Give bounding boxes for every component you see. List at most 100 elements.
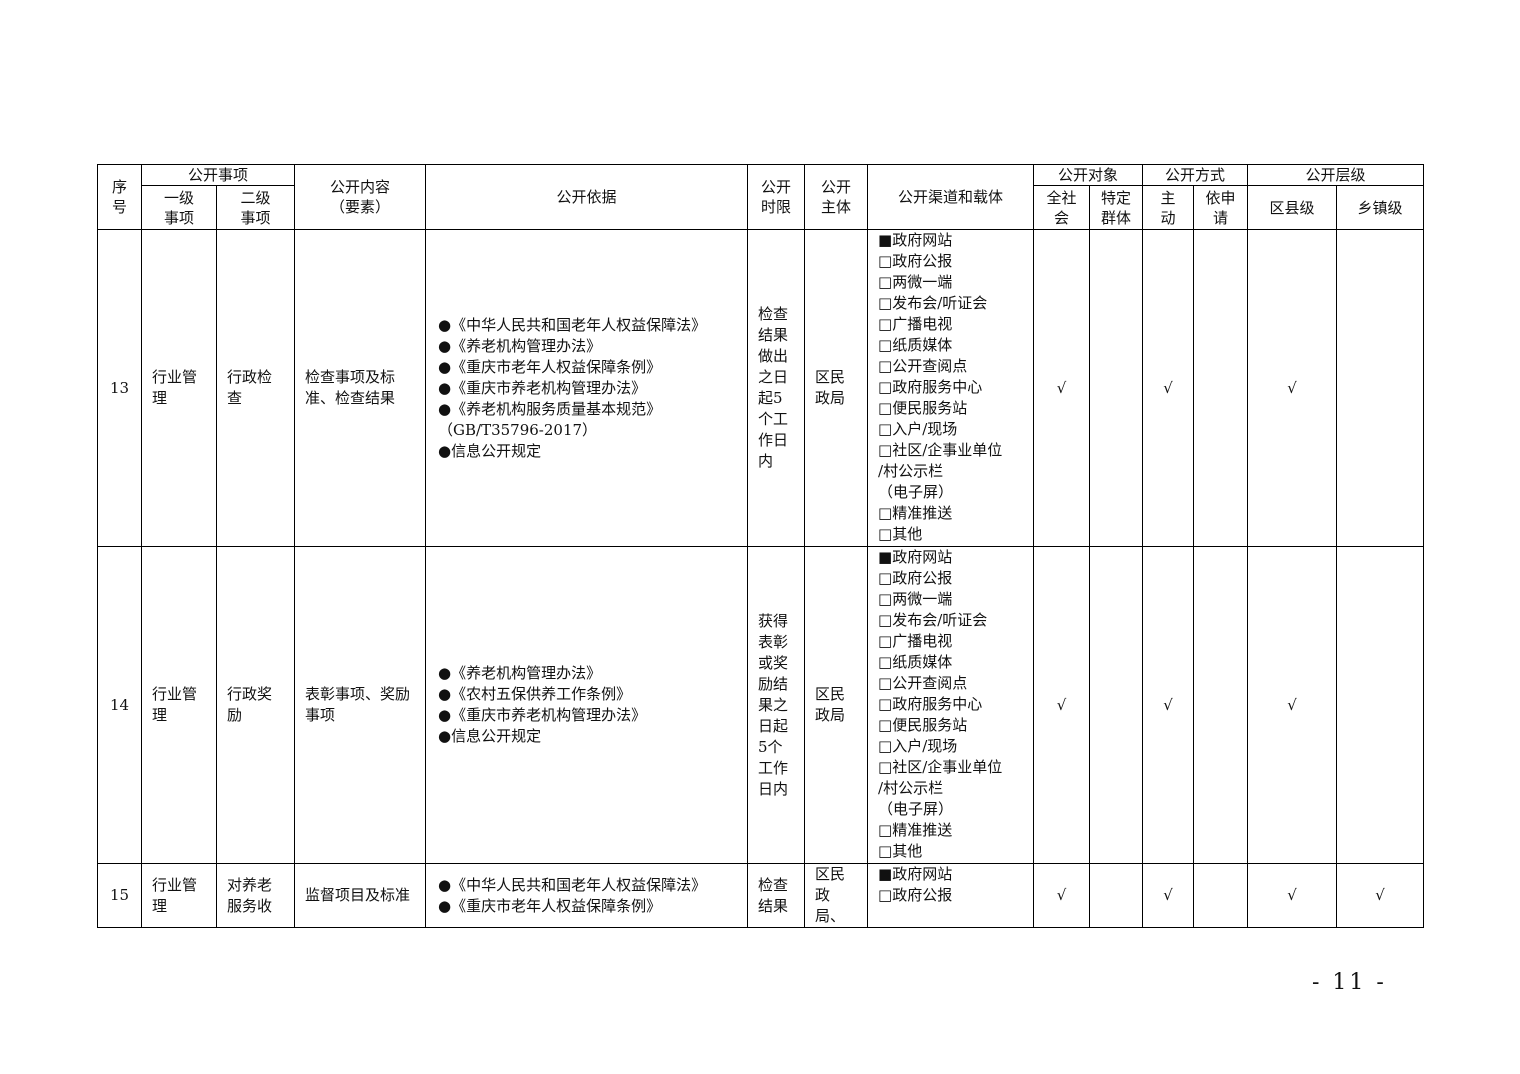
subject-cell: 区民政局 bbox=[804, 546, 869, 864]
method-request-cell bbox=[1193, 546, 1249, 864]
content-cell: 表彰事项、奖励事项 bbox=[294, 546, 427, 864]
channels-line: □入户/现场 bbox=[878, 420, 958, 438]
content-cell: 检查事项及标准、检查结果 bbox=[294, 229, 427, 547]
level2-cell: 对养老服务收 bbox=[215, 863, 296, 928]
channels-line: /村公示栏 bbox=[878, 779, 944, 797]
level1-cell: 行业管理 bbox=[141, 546, 217, 864]
basis-line: ●《重庆市养老机构管理办法》 bbox=[438, 378, 647, 397]
audience-specific-cell bbox=[1089, 863, 1144, 928]
level-town-cell bbox=[1336, 546, 1425, 864]
header-method-active: 主动 bbox=[1142, 185, 1195, 230]
channels-line: □精准推送 bbox=[878, 504, 953, 522]
header-subject: 公开主体 bbox=[804, 164, 869, 230]
basis-line: ●《重庆市老年人权益保障条例》 bbox=[438, 357, 662, 376]
channels-line: □政府服务中心 bbox=[878, 695, 983, 713]
header-audience-group: 公开对象 bbox=[1033, 164, 1144, 186]
header-seq: 序号 bbox=[97, 164, 142, 230]
audience-specific-cell bbox=[1089, 229, 1144, 547]
channels-line: □政府公报 bbox=[878, 252, 953, 270]
time-limit-cell: 检查结果做出之日起5个工作日内 bbox=[747, 229, 806, 547]
level1-cell: 行业管理 bbox=[141, 229, 217, 547]
channels-line: □政府服务中心 bbox=[878, 378, 983, 396]
page-number: - 11 - bbox=[1312, 970, 1387, 995]
audience-all-cell: √ bbox=[1033, 863, 1091, 928]
basis-line: ●《重庆市养老机构管理办法》 bbox=[438, 706, 647, 724]
table-row: 15 行业管理 对养老服务收 监督项目及标准 ●《中华人民共和国老年人权益保障法》 ●《重… bbox=[97, 863, 1425, 928]
channels-line: □社区/企事业单位 bbox=[878, 441, 1003, 459]
audience-all-cell: √ bbox=[1033, 546, 1091, 864]
basis-line: ●《养老机构服务质量基本规范》 bbox=[438, 399, 662, 418]
audience-specific-cell bbox=[1089, 546, 1144, 864]
channels-line: □其他 bbox=[878, 525, 923, 543]
seq-cell: 14 bbox=[97, 546, 142, 864]
basis-line: ●《农村五保供养工作条例》 bbox=[438, 685, 632, 703]
channels-line: □政府公报 bbox=[878, 886, 953, 904]
basis-line: ●信息公开规定 bbox=[438, 441, 542, 460]
header-level2: 二级事项 bbox=[215, 185, 296, 230]
level2-cell: 行政奖励 bbox=[215, 546, 296, 864]
channels-line: （电子屏） bbox=[878, 483, 954, 501]
channels-line: □发布会/听证会 bbox=[878, 611, 988, 629]
channels-line: □精准推送 bbox=[878, 821, 953, 839]
channels-line: □两微一端 bbox=[878, 590, 953, 608]
method-active-cell: √ bbox=[1142, 229, 1195, 547]
level1-cell: 行业管理 bbox=[141, 863, 217, 928]
level-county-cell: √ bbox=[1247, 863, 1338, 928]
channels-line: □纸质媒体 bbox=[878, 336, 953, 354]
basis-line: ●《中华人民共和国老年人权益保障法》 bbox=[438, 875, 707, 894]
seq-cell: 15 bbox=[97, 863, 142, 928]
header-level-county: 区县级 bbox=[1247, 185, 1338, 230]
channels-line: □广播电视 bbox=[878, 632, 953, 650]
time-limit-cell: 获得表彰或奖励结果之日起5个工作日内 bbox=[747, 546, 806, 864]
header-level1: 一级事项 bbox=[141, 185, 217, 230]
channels-line: ■政府网站 bbox=[878, 231, 953, 249]
basis-line: ●《重庆市老年人权益保障条例》 bbox=[438, 896, 662, 915]
channels-cell: ■政府网站 □政府公报 bbox=[867, 863, 1035, 928]
header-level-group: 公开层级 bbox=[1247, 164, 1425, 186]
table-row: 13 行业管理 行政检查 检查事项及标准、检查结果 ●《中华人民共和国老年人权益保障法》… bbox=[97, 229, 1425, 547]
basis-cell: ●《养老机构管理办法》 ●《农村五保供养工作条例》 ●《重庆市养老机构管理办法》 ●信… bbox=[425, 546, 749, 864]
channels-line: /村公示栏 bbox=[878, 462, 944, 480]
channels-line: □广播电视 bbox=[878, 315, 953, 333]
basis-cell: ●《中华人民共和国老年人权益保障法》 ●《重庆市老年人权益保障条例》 bbox=[425, 863, 749, 928]
header-level-town: 乡镇级 bbox=[1336, 185, 1425, 230]
subject-cell: 区民政局、 bbox=[804, 863, 869, 928]
header-channels: 公开渠道和载体 bbox=[867, 164, 1035, 230]
header-audience-specific: 特定群体 bbox=[1089, 185, 1144, 230]
channels-line: □便民服务站 bbox=[878, 716, 968, 734]
method-active-cell: √ bbox=[1142, 863, 1195, 928]
level2-cell: 行政检查 bbox=[215, 229, 296, 547]
header-method-request: 依申请 bbox=[1193, 185, 1249, 230]
level-county-cell: √ bbox=[1247, 229, 1338, 547]
audience-all-cell: √ bbox=[1033, 229, 1091, 547]
channels-line: □便民服务站 bbox=[878, 399, 968, 417]
channels-line: □社区/企事业单位 bbox=[878, 758, 1003, 776]
channels-line: □纸质媒体 bbox=[878, 653, 953, 671]
header-time-limit: 公开时限 bbox=[747, 164, 806, 230]
channels-line: □公开查阅点 bbox=[878, 674, 968, 692]
channels-cell: ■政府网站 □政府公报 □两微一端 □发布会/听证会 □广播电视 □纸质媒体 □公开查阅点 □… bbox=[867, 229, 1035, 547]
level-town-cell: √ bbox=[1336, 863, 1425, 928]
channels-line: （电子屏） bbox=[878, 800, 954, 818]
header-content: 公开内容（要素） bbox=[294, 164, 427, 230]
method-request-cell bbox=[1193, 863, 1249, 928]
basis-cell: ●《中华人民共和国老年人权益保障法》 ●《养老机构管理办法》 ●《重庆市老年人权益保… bbox=[425, 229, 749, 547]
time-limit-cell: 检查结果 bbox=[747, 863, 806, 928]
method-active-cell: √ bbox=[1142, 546, 1195, 864]
subject-cell: 区民政局 bbox=[804, 229, 869, 547]
basis-line: （GB/T35796-2017） bbox=[438, 420, 598, 439]
seq-cell: 13 bbox=[97, 229, 142, 547]
channels-line: □入户/现场 bbox=[878, 737, 958, 755]
basis-line: ●《中华人民共和国老年人权益保障法》 bbox=[438, 315, 707, 334]
table-row: 14 行业管理 行政奖励 表彰事项、奖励事项 ●《养老机构管理办法》 ●《农村五保供养工作… bbox=[97, 546, 1425, 864]
channels-line: ■政府网站 bbox=[878, 865, 953, 883]
channels-line: □其他 bbox=[878, 842, 923, 860]
header-item-group: 公开事项 bbox=[140, 164, 296, 186]
channels-line: □两微一端 bbox=[878, 273, 953, 291]
basis-line: ●信息公开规定 bbox=[438, 727, 542, 745]
channels-line: □发布会/听证会 bbox=[878, 294, 988, 312]
level-county-cell: √ bbox=[1247, 546, 1338, 864]
channels-line: ■政府网站 bbox=[878, 548, 953, 566]
basis-line: ●《养老机构管理办法》 bbox=[438, 664, 602, 682]
header-method-group: 公开方式 bbox=[1142, 164, 1249, 186]
